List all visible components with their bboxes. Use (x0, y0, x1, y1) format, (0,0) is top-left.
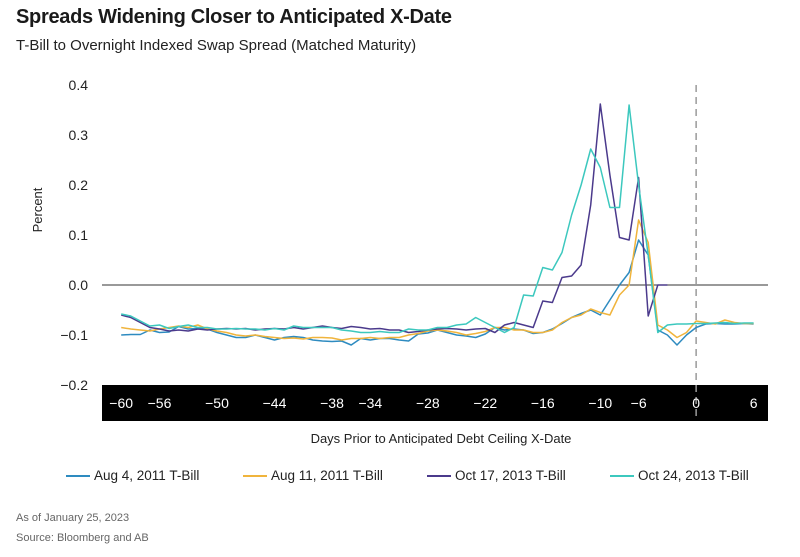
y-tick-label: 0.0 (69, 277, 89, 293)
x-tick-label: −34 (358, 395, 382, 411)
chart-title: Spreads Widening Closer to Anticipated X… (16, 6, 452, 28)
y-axis-label: Percent (30, 187, 45, 232)
x-axis-band (102, 385, 768, 421)
x-tick-label: −22 (473, 395, 497, 411)
legend-swatch (66, 474, 90, 477)
source-note: Source: Bloomberg and AB (16, 532, 149, 544)
y-tick-label: −0.1 (60, 327, 88, 343)
legend-label: Aug 11, 2011 T-Bill (271, 468, 383, 483)
x-tick-label: −44 (263, 395, 287, 411)
x-tick-label: −56 (148, 395, 172, 411)
legend-label: Aug 4, 2011 T-Bill (94, 468, 200, 483)
x-tick-label: −10 (588, 395, 612, 411)
legend-label: Oct 24, 2013 T-Bill (638, 468, 749, 483)
chart-subtitle: T-Bill to Overnight Indexed Swap Spread … (16, 37, 417, 54)
y-tick-label: 0.1 (69, 227, 89, 243)
series-line-4 (121, 104, 754, 334)
x-tick-label: −28 (416, 395, 440, 411)
x-axis-label: Days Prior to Anticipated Debt Ceiling X… (311, 431, 572, 446)
legend-swatch (427, 474, 451, 477)
y-tick-label: 0.2 (69, 177, 89, 193)
series-line-2 (121, 219, 754, 341)
legend-label: Oct 17, 2013 T-Bill (455, 468, 566, 483)
legend-item: Oct 17, 2013 T-Bill (427, 468, 566, 483)
legend-item: Aug 11, 2011 T-Bill (243, 468, 383, 483)
y-tick-label: 0.3 (69, 127, 89, 143)
legend-swatch (243, 474, 267, 477)
legend-item: Aug 4, 2011 T-Bill (66, 468, 199, 483)
x-tick-label: 0 (692, 395, 700, 411)
x-tick-label: 6 (750, 395, 758, 411)
chart-legend: Aug 4, 2011 T-Bill Aug 11, 2011 T-Bill Oct… (0, 468, 800, 488)
x-tick-label: −38 (320, 395, 344, 411)
line-chart: −0.2−0.10.00.10.20.30.4−60 −56 −50 −44 −38 −3… (30, 77, 768, 446)
y-tick-label: 0.4 (69, 77, 89, 93)
x-tick-label: −60 (109, 395, 133, 411)
x-tick-label: −50 (205, 395, 229, 411)
legend-item: Oct 24, 2013 T-Bill (610, 468, 749, 483)
series-line-3 (121, 103, 668, 334)
x-tick-label: −16 (531, 395, 555, 411)
y-tick-label: −0.2 (60, 377, 88, 393)
as-of-note: As of January 25, 2023 (16, 512, 130, 524)
x-tick-label: −6 (631, 395, 647, 411)
legend-swatch (610, 474, 634, 477)
